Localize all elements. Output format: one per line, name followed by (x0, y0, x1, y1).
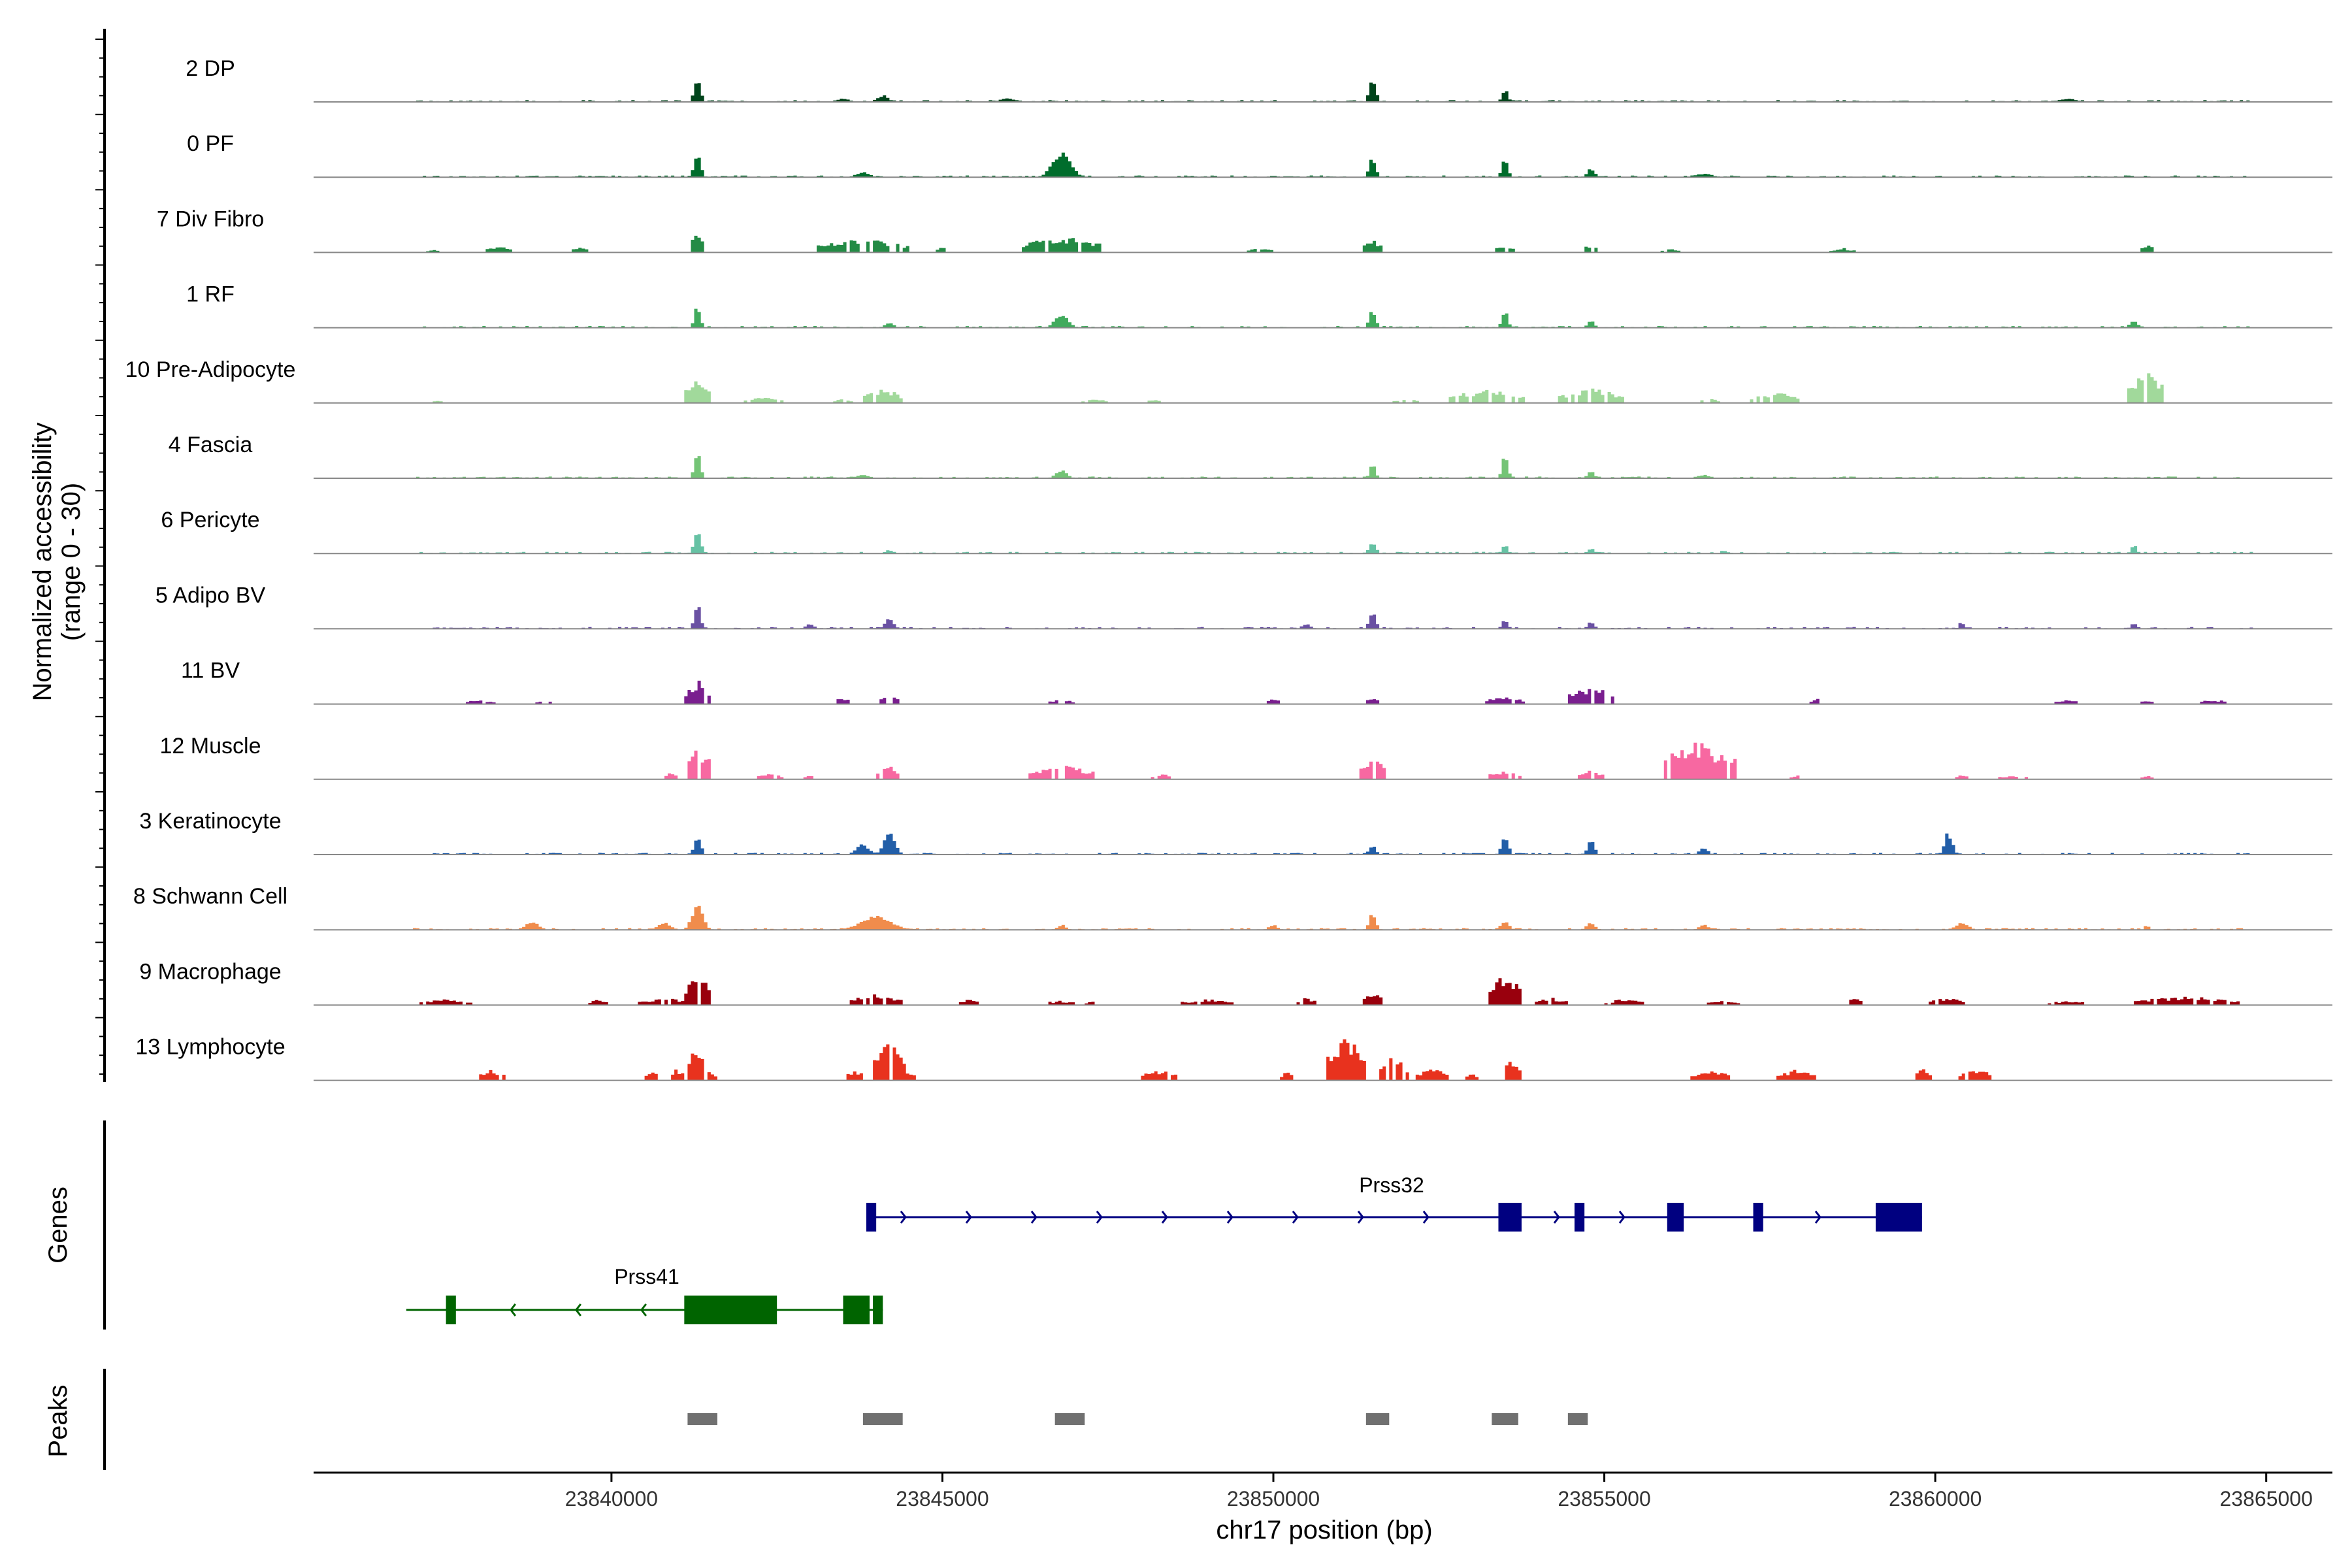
peak-region-4 (1492, 1413, 1518, 1425)
strand-arrow (1226, 1211, 1233, 1224)
track-label-9: 12 Muscle (160, 734, 261, 759)
track-7: 5 Adipo BV (155, 583, 2332, 630)
track-0: 2 DP (186, 56, 2332, 103)
coverage-area-2 (413, 235, 2253, 253)
track-1: 0 PF (187, 131, 2332, 178)
track-12: 9 Macrophage (139, 959, 2332, 1006)
coverage-area-11 (413, 906, 2253, 930)
exon-0 (446, 1296, 456, 1324)
coverage-area-13 (413, 1039, 2253, 1081)
track-9: 12 Muscle (160, 734, 2332, 780)
coverage-y-ticks (95, 39, 105, 1075)
x-axis-title: chr17 position (bp) (1216, 1516, 1432, 1544)
x-tick-label: 23850000 (1227, 1487, 1320, 1511)
track-label-2: 7 Div Fibro (157, 206, 264, 231)
track-3: 1 RF (186, 282, 2332, 329)
exon-3 (873, 1296, 883, 1324)
exon-3 (1667, 1203, 1684, 1232)
peak-region-1 (862, 1413, 903, 1425)
x-tick-label: 23855000 (1558, 1487, 1650, 1511)
track-8: 11 BV (181, 659, 2332, 705)
strand-arrow (1422, 1211, 1429, 1224)
x-tick-label: 23840000 (565, 1487, 658, 1511)
track-label-13: 13 Lymphocyte (135, 1035, 285, 1060)
strand-arrow (1096, 1211, 1103, 1224)
track-label-12: 9 Macrophage (139, 959, 281, 984)
track-label-6: 6 Pericyte (161, 508, 259, 532)
gene-Prss32: Prss32 (866, 1173, 1922, 1232)
x-axis-ticks: 23840000 23845000 23850000 23855000 23860000… (565, 1473, 2313, 1511)
track-5: 4 Fascia (169, 433, 2332, 479)
coverage-area-12 (413, 978, 2253, 1005)
strand-arrow (1161, 1211, 1168, 1224)
track-10: 3 Keratinocyte (139, 809, 2332, 855)
peak-region-2 (1054, 1413, 1085, 1425)
x-tick-label: 23845000 (896, 1487, 988, 1511)
coverage-tracks: 2 DP 0 PF 7 Div Fibro 1 RF 10 Pre-Adipocyte 4… (125, 56, 2332, 1081)
strand-arrow (1814, 1211, 1821, 1224)
exon-1 (684, 1296, 777, 1324)
strand-arrow (900, 1211, 907, 1224)
coverage-area-4 (413, 373, 2253, 403)
coverage-area-8 (413, 680, 2253, 704)
strand-arrow (1292, 1211, 1299, 1224)
exon-2 (1574, 1203, 1585, 1232)
peak-region-5 (1567, 1413, 1588, 1425)
strand-arrow (1618, 1211, 1625, 1224)
y-axis-title-line2: (range 0 - 30) (57, 483, 86, 641)
peak-region-0 (687, 1413, 717, 1425)
strand-arrow (1357, 1211, 1364, 1224)
exon-4 (1753, 1203, 1763, 1232)
track-label-7: 5 Adipo BV (155, 583, 266, 608)
gene-Prss41: Prss41 (406, 1265, 883, 1324)
strand-arrow (1030, 1211, 1037, 1224)
y-axis-title-line1: Normalized accessibility (28, 423, 57, 702)
genes-panel-label: Genes (44, 1186, 73, 1264)
track-2: 7 Div Fibro (157, 206, 2332, 253)
track-label-11: 8 Schwann Cell (133, 884, 287, 909)
strand-arrow (640, 1303, 647, 1316)
gene-label-Prss41: Prss41 (614, 1265, 679, 1288)
track-label-10: 3 Keratinocyte (139, 809, 281, 834)
peak-region-3 (1365, 1413, 1390, 1425)
peaks-panel-label: Peaks (44, 1384, 73, 1457)
x-tick-label: 23860000 (1889, 1487, 1982, 1511)
strand-arrow (574, 1303, 582, 1316)
track-label-4: 10 Pre-Adipocyte (125, 357, 296, 382)
strand-arrow (965, 1211, 972, 1224)
track-label-8: 11 BV (181, 659, 240, 683)
strand-arrow (509, 1303, 517, 1316)
coverage-area-0 (413, 82, 2253, 102)
track-label-1: 0 PF (187, 131, 234, 156)
exon-2 (843, 1296, 870, 1324)
peak-regions (687, 1413, 1588, 1425)
track-13: 13 Lymphocyte (135, 1035, 2332, 1081)
gene-label-Prss32: Prss32 (1359, 1173, 1424, 1197)
strand-arrow (1553, 1211, 1560, 1224)
track-label-3: 1 RF (186, 282, 235, 307)
gene-annotations: Prss32 Prss41 (406, 1173, 1922, 1324)
track-11: 8 Schwann Cell (133, 884, 2332, 931)
track-label-0: 2 DP (186, 56, 235, 81)
exon-0 (866, 1203, 877, 1232)
track-6: 6 Pericyte (161, 508, 2332, 555)
track-label-5: 4 Fascia (169, 433, 253, 457)
exon-1 (1498, 1203, 1522, 1232)
track-4: 10 Pre-Adipocyte (125, 357, 2332, 404)
exon-5 (1875, 1203, 1922, 1232)
x-tick-label: 23865000 (2220, 1487, 2313, 1511)
